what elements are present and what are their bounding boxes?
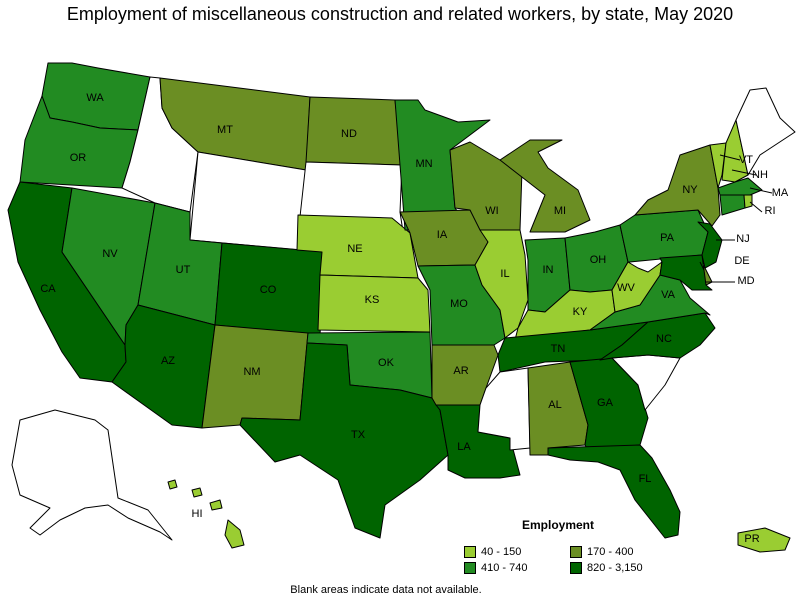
legend-swatch	[464, 562, 476, 574]
state-label-md: MD	[737, 275, 754, 287]
map-title: Employment of miscellaneous construction…	[66, 4, 734, 24]
state-label-ks: KS	[365, 294, 380, 306]
state-label-co: CO	[260, 284, 277, 296]
state-label-ri: RI	[765, 205, 776, 217]
legend-swatch	[570, 546, 582, 558]
state-fl[interactable]	[547, 444, 681, 539]
state-label-al: AL	[548, 399, 561, 411]
state-tx[interactable]	[239, 342, 449, 539]
state-label-ia: IA	[437, 229, 448, 241]
state-label-nv: NV	[102, 248, 118, 260]
state-label-tn: TN	[551, 343, 566, 355]
state-label-nh: NH	[752, 169, 768, 181]
legend-swatch	[464, 546, 476, 558]
state-wy[interactable]	[189, 151, 307, 251]
state-label-oh: OH	[590, 254, 607, 266]
state-nc[interactable]	[599, 312, 716, 361]
legend-item-170-400: 170 - 400	[570, 546, 633, 558]
state-label-mo: MO	[450, 298, 468, 310]
state-label-wi: WI	[485, 205, 498, 217]
state-nj[interactable]	[697, 221, 723, 269]
state-pr[interactable]	[737, 527, 791, 553]
footnote: Blank areas indicate data not available.	[290, 584, 482, 596]
callout-leaders	[699, 154, 773, 283]
state-nh[interactable]	[721, 119, 749, 183]
state-label-ar: AR	[453, 365, 468, 377]
state-vt[interactable]	[709, 142, 727, 189]
state-label-de: DE	[734, 255, 749, 267]
state-label-pa: PA	[660, 232, 675, 244]
state-hi-kauai[interactable]	[167, 479, 178, 490]
state-label-vt: VT	[739, 154, 753, 166]
state-md[interactable]	[659, 254, 713, 291]
state-label-va: VA	[661, 289, 676, 301]
state-label-mn: MN	[415, 158, 432, 170]
state-label-nd: ND	[341, 128, 357, 140]
legend-swatch	[570, 562, 582, 574]
legend-item-410-740: 410 - 740	[464, 562, 527, 574]
state-label-tx: TX	[351, 429, 366, 441]
state-label-ny: NY	[682, 184, 698, 196]
state-label-in: IN	[543, 264, 554, 276]
state-label-ca: CA	[40, 283, 56, 295]
state-mi[interactable]	[499, 139, 591, 233]
state-label-nc: NC	[656, 333, 672, 345]
state-label-or: OR	[70, 152, 87, 164]
state-label-fl: FL	[639, 473, 652, 485]
state-label-pr: PR	[744, 533, 759, 545]
state-label-hi: HI	[192, 508, 203, 520]
state-label-ga: GA	[597, 397, 614, 409]
state-label-az: AZ	[161, 355, 175, 367]
state-label-wv: WV	[617, 282, 635, 294]
state-label-ky: KY	[573, 306, 588, 318]
state-label-nm: NM	[243, 366, 260, 378]
state-label-ok: OK	[378, 357, 395, 369]
state-ri[interactable]	[743, 194, 753, 209]
state-hi-oahu[interactable]	[191, 487, 203, 498]
state-label-nj: NJ	[736, 233, 749, 245]
state-label-mt: MT	[217, 124, 233, 136]
state-label-ma: MA	[772, 187, 789, 199]
state-ct[interactable]	[719, 194, 746, 216]
legend-item-820-3150: 820 - 3,150	[570, 562, 643, 574]
state-ks[interactable]	[317, 274, 431, 333]
legend-title: Employment	[522, 518, 595, 532]
state-ak[interactable]	[11, 409, 173, 541]
state-label-ut: UT	[176, 264, 191, 276]
state-label-wa: WA	[86, 92, 104, 104]
state-label-la: LA	[457, 441, 471, 453]
state-label-ne: NE	[347, 243, 362, 255]
state-label-il: IL	[500, 268, 509, 280]
state-me[interactable]	[735, 87, 796, 176]
legend-item-40-150: 40 - 150	[464, 546, 521, 558]
state-hi-big-island[interactable]	[224, 519, 245, 549]
state-label-mi: MI	[554, 205, 566, 217]
state-hi-maui[interactable]	[209, 499, 223, 511]
